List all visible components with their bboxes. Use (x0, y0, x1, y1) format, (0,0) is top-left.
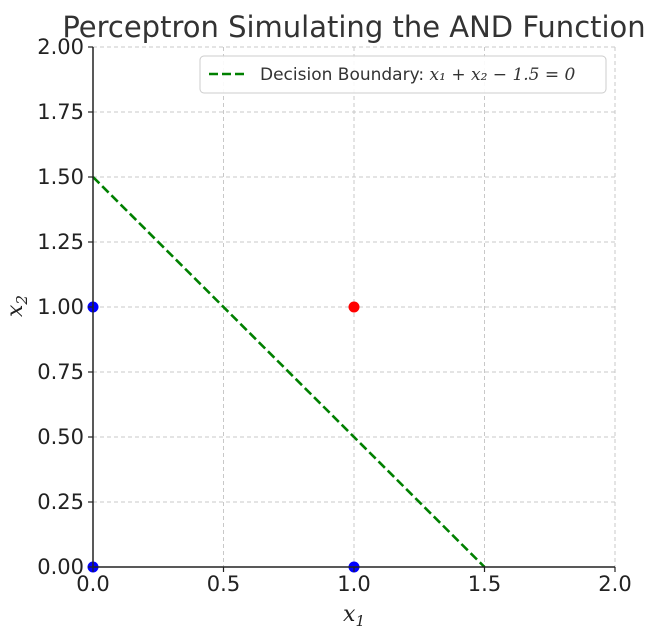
legend: Decision Boundary: x₁ + x₂ − 1.5 = 0 (199, 55, 607, 94)
x-tick-label: 1.0 (337, 572, 370, 596)
y-tick-label: 1.50 (37, 165, 84, 189)
y-tick-label: 1.75 (37, 100, 84, 124)
y-tick-label: 0.50 (37, 425, 84, 449)
y-tick-label: 0.00 (37, 555, 84, 579)
y-axis-label: x2 (3, 295, 31, 317)
x-tick-label: 2.0 (598, 572, 631, 596)
x-tick-label: 0.0 (76, 572, 109, 596)
y-tick-label: 1.00 (37, 295, 84, 319)
data-point (348, 301, 360, 313)
x-tick-label: 0.5 (207, 572, 240, 596)
y-tick-label: 2.00 (37, 35, 84, 59)
x-tick-label: 1.5 (468, 572, 501, 596)
y-tick-label: 1.25 (37, 230, 84, 254)
chart-title: Perceptron Simulating the AND Function (62, 10, 645, 44)
x-axis-label: x1 (343, 602, 365, 630)
legend-label-decision-boundary: Decision Boundary: x₁ + x₂ − 1.5 = 0 (260, 65, 576, 85)
decision-boundary-line (92, 176, 486, 568)
y-tick-label: 0.75 (37, 360, 84, 384)
y-tick-label: 0.25 (37, 490, 84, 514)
tick-labels: 0.0 0.5 1.0 1.5 2.0 0.00 0.25 0.50 0.75 1.00 1.25 1… (37, 35, 631, 596)
plot-marks (87, 176, 486, 573)
legend-frame (199, 55, 607, 94)
